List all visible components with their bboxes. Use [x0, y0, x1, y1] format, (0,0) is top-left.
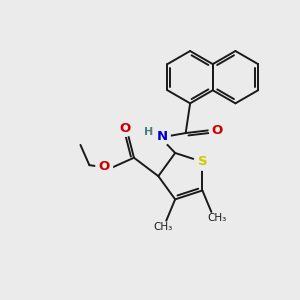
- Circle shape: [96, 158, 112, 175]
- Text: O: O: [212, 124, 223, 136]
- Text: CH₃: CH₃: [153, 222, 172, 232]
- Circle shape: [117, 120, 134, 136]
- Circle shape: [194, 154, 211, 170]
- Text: H: H: [145, 127, 154, 136]
- Circle shape: [154, 129, 170, 145]
- Text: O: O: [119, 122, 131, 134]
- Text: N: N: [156, 130, 167, 143]
- Text: O: O: [99, 160, 110, 173]
- Text: S: S: [198, 155, 207, 168]
- Circle shape: [209, 122, 226, 138]
- Text: CH₃: CH₃: [207, 213, 226, 224]
